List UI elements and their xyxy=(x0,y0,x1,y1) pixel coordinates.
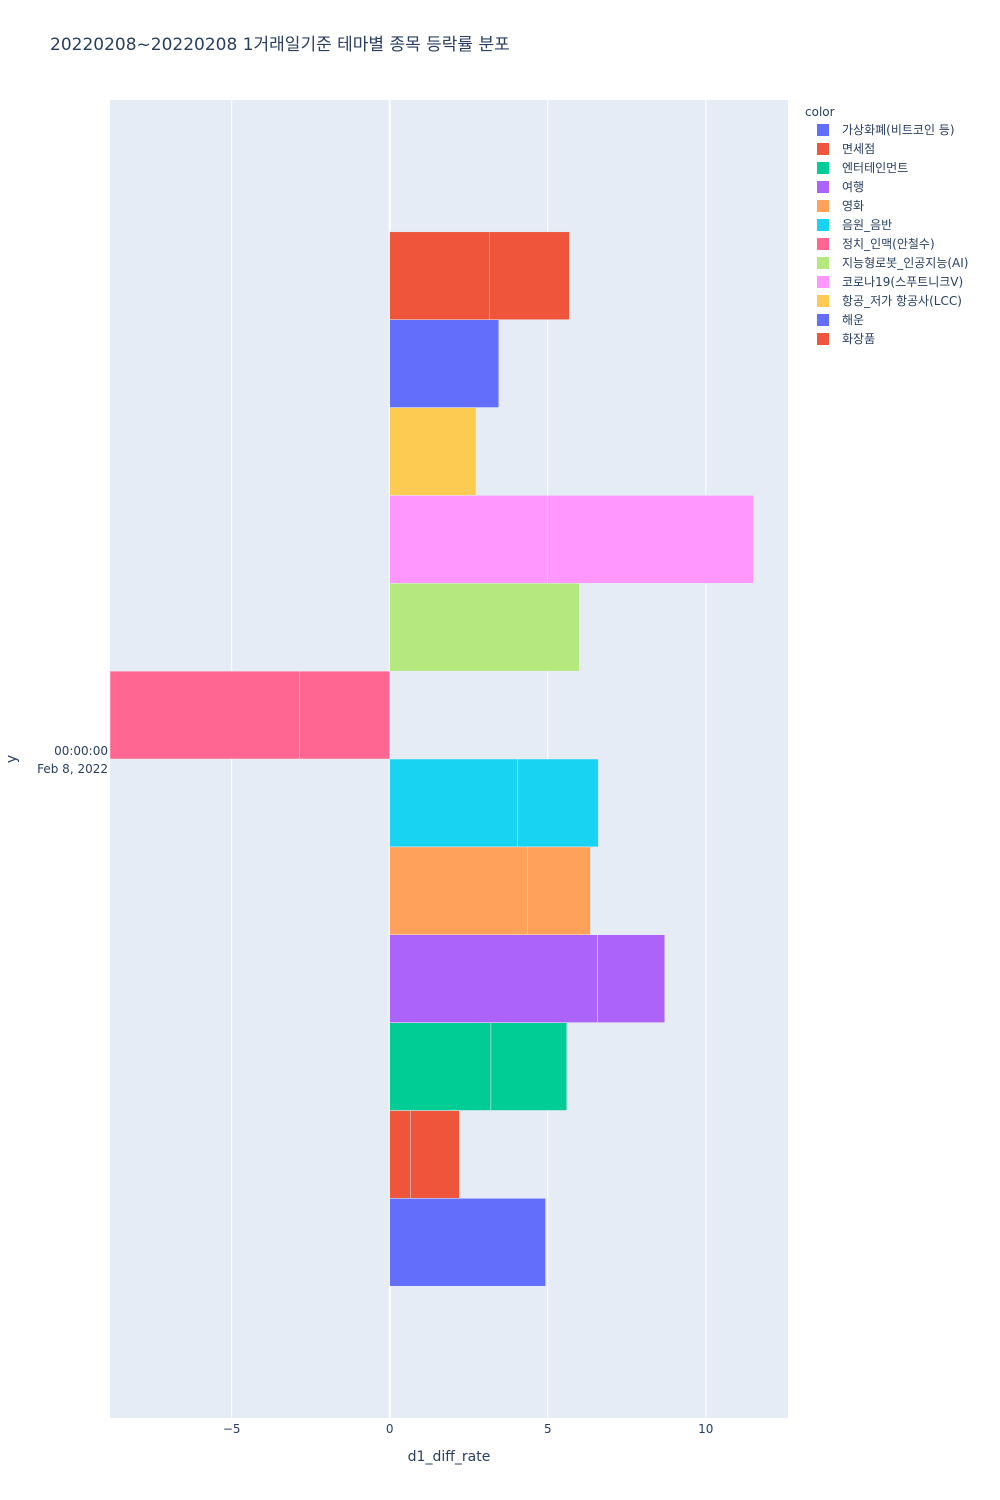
bar-5-segment-0[interactable] xyxy=(389,758,518,848)
bar-11-segment-0[interactable] xyxy=(389,231,490,320)
legend-swatch-1[interactable] xyxy=(817,143,829,155)
bar-5-segment-1[interactable] xyxy=(517,758,599,848)
legend-label-4[interactable]: 영화 xyxy=(842,199,864,213)
legend-label-7[interactable]: 지능형로봇_인공지능(AI) xyxy=(842,256,968,270)
chart-title: 20220208~20220208 1거래일기준 테마별 종목 등락률 분포 xyxy=(50,35,510,55)
bar-9-segment-0[interactable] xyxy=(389,407,477,496)
bar-3-segment-0[interactable] xyxy=(389,934,598,1023)
legend-label-5[interactable]: 음원_음반 xyxy=(842,218,892,232)
y-tick-label-time: 00:00:00 xyxy=(54,744,108,758)
bar-4-segment-0[interactable] xyxy=(389,846,528,935)
bar-1-segment-0[interactable] xyxy=(389,1110,411,1199)
y-axis-label: y xyxy=(4,755,20,763)
legend-swatch-4[interactable] xyxy=(817,200,829,212)
legend-swatch-3[interactable] xyxy=(817,181,829,193)
legend-swatch-8[interactable] xyxy=(817,276,829,288)
x-tick-label-0: −5 xyxy=(223,1422,241,1436)
bars xyxy=(109,231,754,1287)
legend-swatch-5[interactable] xyxy=(817,219,829,231)
bar-2-segment-0[interactable] xyxy=(389,1022,492,1111)
legend-label-10[interactable]: 해운 xyxy=(842,313,864,327)
legend-label-3[interactable]: 여행 xyxy=(842,179,864,194)
bar-8-segment-0[interactable] xyxy=(389,495,549,584)
bar-6-segment-0[interactable] xyxy=(299,670,390,760)
legend-title: color xyxy=(805,105,835,119)
legend-label-1[interactable]: 면세점 xyxy=(842,142,875,156)
bar-1-segment-1[interactable] xyxy=(410,1110,460,1199)
legend-swatch-7[interactable] xyxy=(817,257,829,269)
legend-swatch-0[interactable] xyxy=(817,124,829,136)
bar-3-segment-1[interactable] xyxy=(597,934,665,1023)
bar-10-segment-0[interactable] xyxy=(389,319,500,408)
x-tick-label-1: 0 xyxy=(386,1422,394,1436)
legend[interactable]: 가상화폐(비트코인 등) 면세점엔터테인먼트여행영화음원_음반정치_인맥(안철수)… xyxy=(817,123,968,346)
bar-0-segment-0[interactable] xyxy=(389,1198,546,1287)
legend-swatch-10[interactable] xyxy=(817,314,829,326)
x-tick-label-2: 5 xyxy=(544,1422,552,1436)
bar-8-segment-1[interactable] xyxy=(547,495,754,584)
bar-6-segment-1[interactable] xyxy=(109,670,300,760)
y-tick-label-date: Feb 8, 2022 xyxy=(37,762,108,776)
legend-label-8[interactable]: 코로나19(스푸트니크V) xyxy=(842,275,963,289)
legend-label-9[interactable]: 항공_저가 항공사(LCC) xyxy=(842,294,962,308)
legend-label-0[interactable]: 가상화폐(비트코인 등) xyxy=(842,123,955,137)
x-tick-label-3: 10 xyxy=(698,1422,713,1436)
legend-swatch-9[interactable] xyxy=(817,295,829,307)
legend-swatch-6[interactable] xyxy=(817,238,829,250)
legend-swatch-11[interactable] xyxy=(817,333,829,345)
bar-11-segment-1[interactable] xyxy=(489,231,570,320)
bar-7-segment-0[interactable] xyxy=(389,583,580,672)
legend-swatch-2[interactable] xyxy=(817,162,829,174)
bar-2-segment-1[interactable] xyxy=(490,1022,567,1111)
x-axis-label: d1_diff_rate xyxy=(408,1449,491,1465)
x-tick-labels: −5 0 5 10 xyxy=(223,1422,714,1436)
bar-4-segment-1[interactable] xyxy=(526,846,591,935)
legend-label-6[interactable]: 정치_인맥(안철수) xyxy=(842,237,935,251)
legend-label-2[interactable]: 엔터테인먼트 xyxy=(842,161,908,175)
legend-label-11[interactable]: 화장품 xyxy=(842,332,875,346)
